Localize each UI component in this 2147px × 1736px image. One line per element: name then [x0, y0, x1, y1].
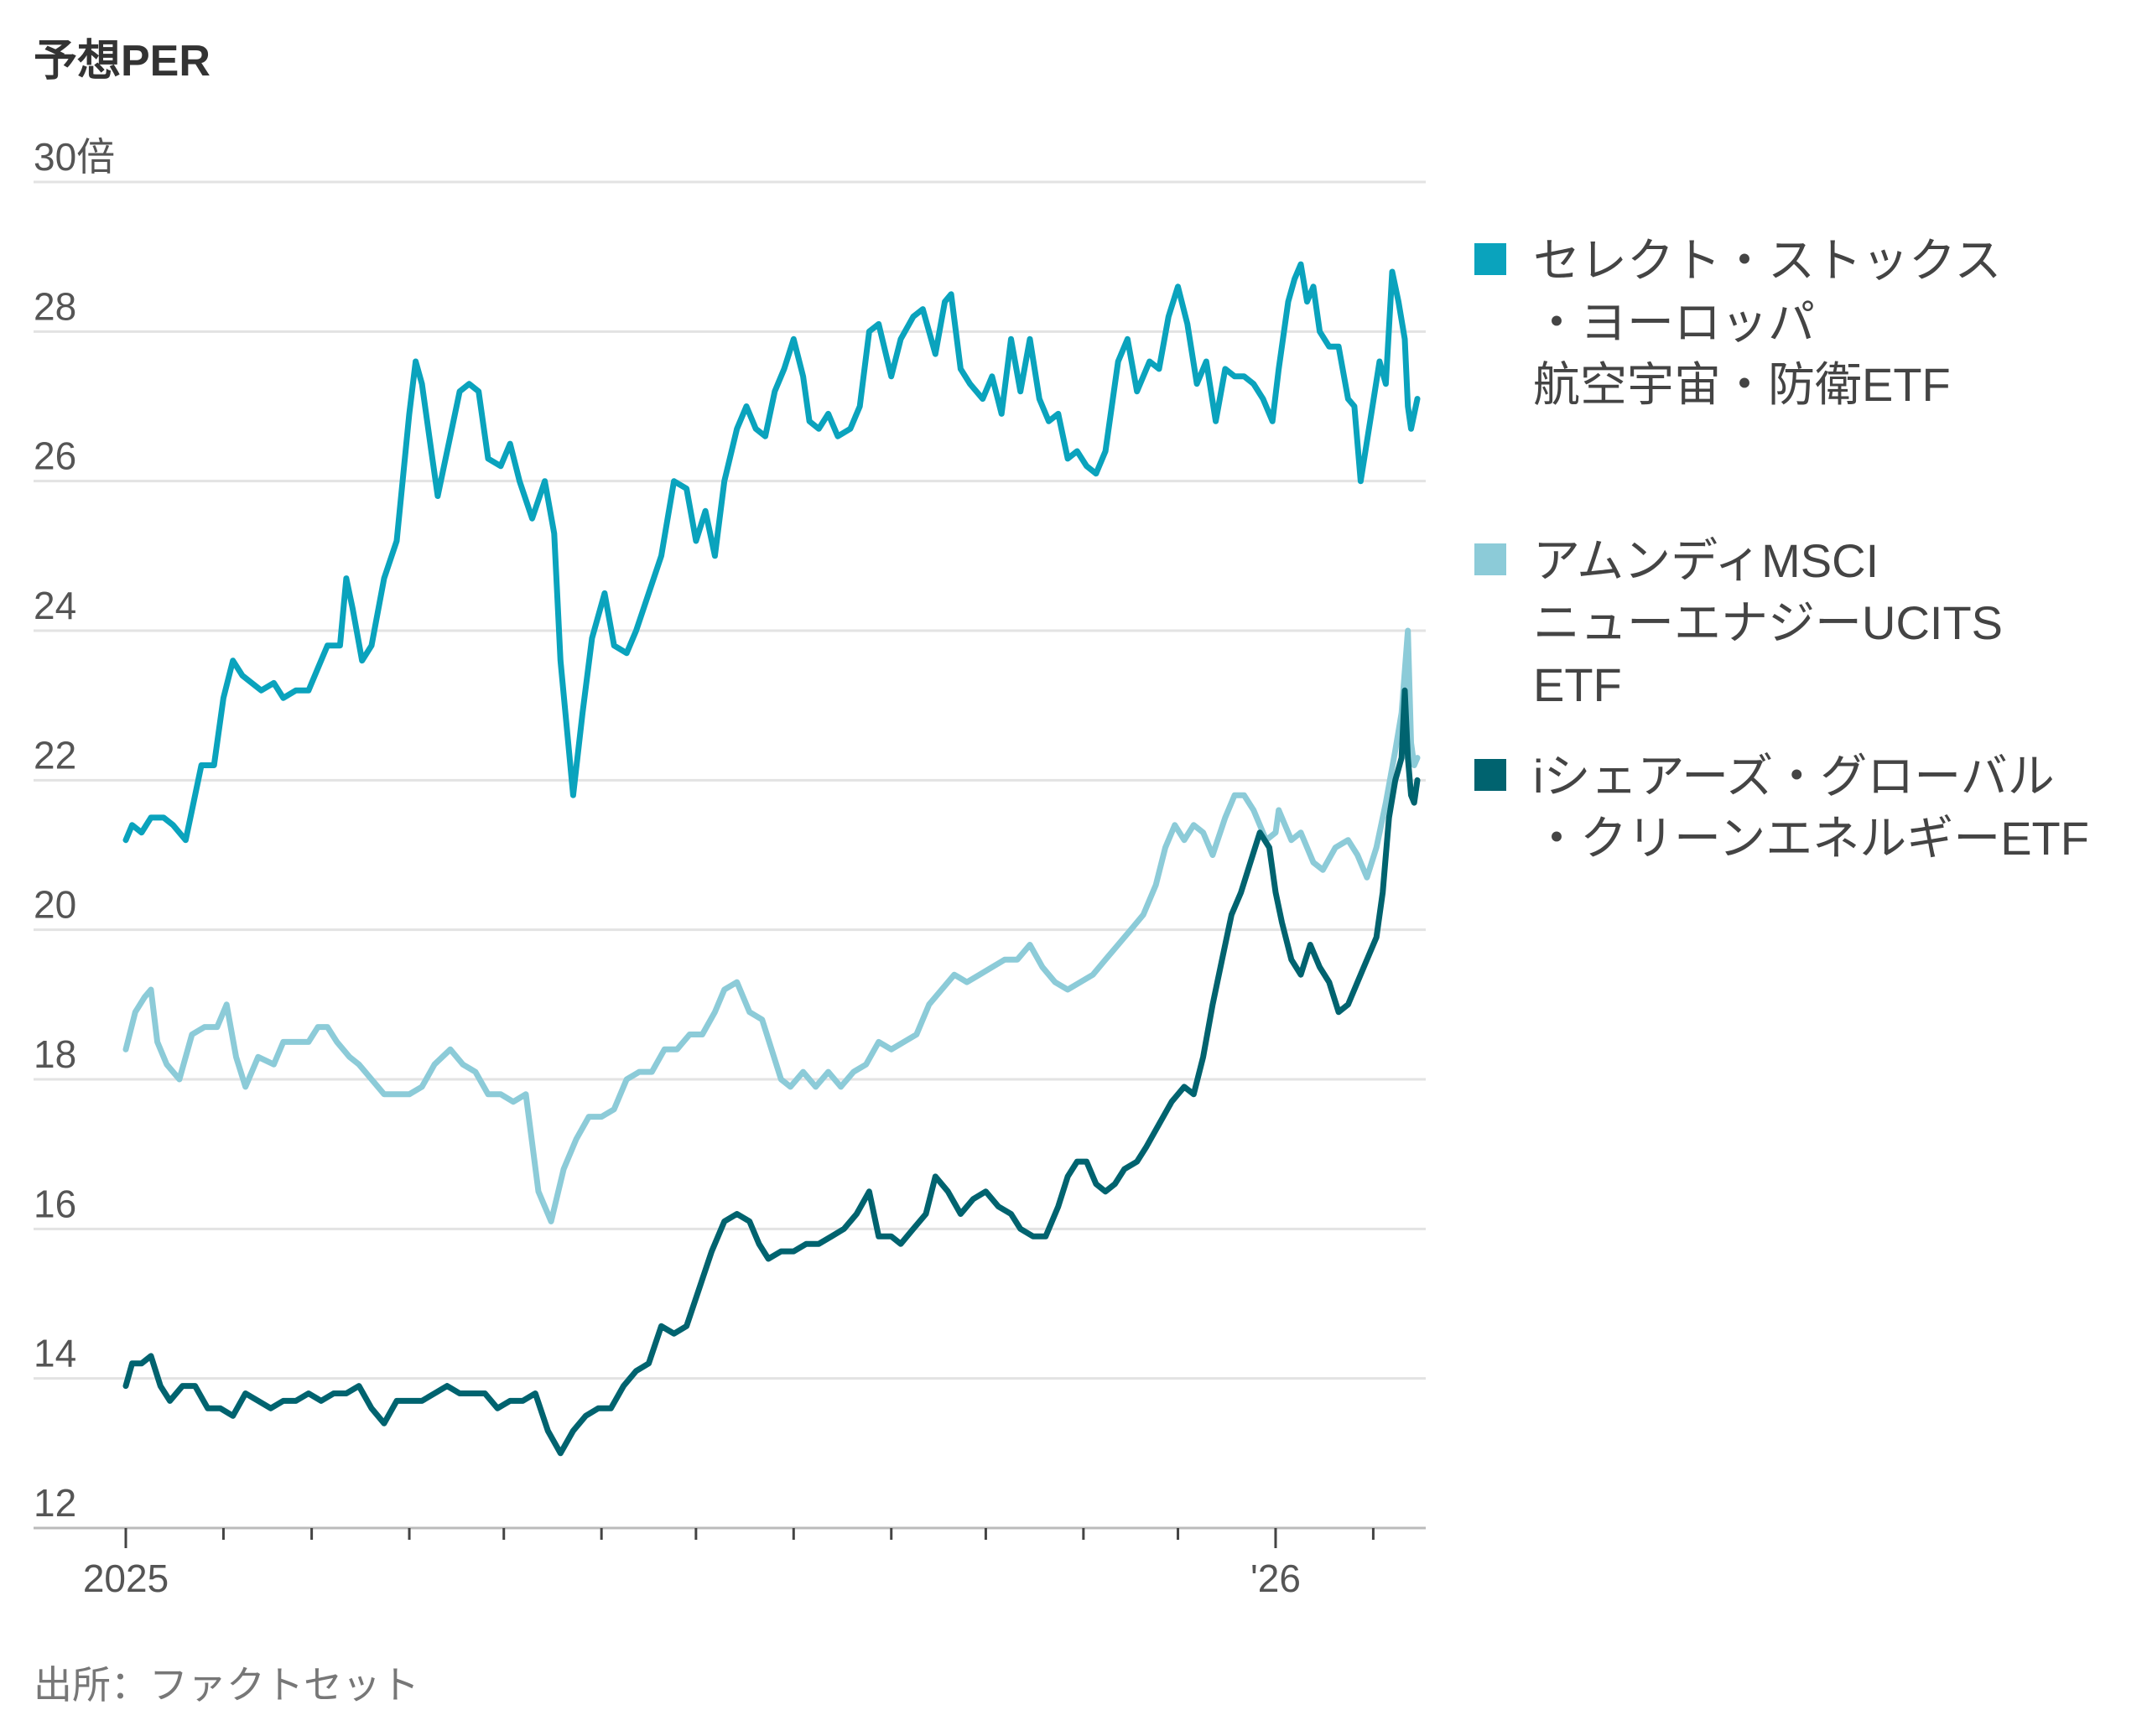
y-tick-label: 22	[34, 733, 76, 777]
legend-label: iシェアーズ・グローバル	[1533, 750, 2055, 803]
y-tick-label: 30倍	[34, 135, 115, 179]
legend-swatch	[1474, 543, 1506, 575]
y-tick-label: 14	[34, 1332, 76, 1375]
legend-label: 航空宇宙・防衛ETF	[1533, 358, 1951, 411]
x-tick-label: '26	[1250, 1557, 1301, 1600]
series-line-3	[122, 687, 1421, 1457]
x-tick-label: 2025	[83, 1557, 169, 1600]
legend-label: アムンディMSCI	[1533, 534, 1879, 587]
legend-swatch	[1474, 759, 1506, 791]
y-tick-label: 18	[34, 1032, 76, 1076]
series-line-2	[122, 627, 1421, 1224]
legend-label: ニューエナジーUCITS	[1533, 596, 2003, 649]
y-tick-label: 24	[34, 584, 76, 627]
legend-label: ・ヨーロッパ	[1533, 296, 1815, 349]
y-tick-label: 28	[34, 284, 76, 328]
y-tick-label: 16	[34, 1182, 76, 1225]
y-tick-label: 12	[34, 1481, 76, 1525]
legend-item-2: アムンディMSCI ニューエナジーUCITS ETF	[1474, 534, 2003, 711]
y-tick-label: 20	[34, 883, 76, 927]
grid-layer	[34, 180, 1426, 1530]
legend-label: ・クリーンエネルギーETF	[1533, 812, 2089, 865]
y-tick-label: 26	[34, 434, 76, 478]
legend-item-3: iシェアーズ・グローバル・クリーンエネルギーETF	[1474, 750, 2089, 865]
chart-title: 予想PER	[34, 37, 211, 86]
legend-label: セレクト・ストックス	[1533, 234, 2001, 287]
legend-swatch	[1474, 243, 1506, 275]
series-layer	[122, 261, 1421, 1457]
source-note: 出所：ファクトセット	[34, 1663, 419, 1707]
legend-label: ETF	[1533, 658, 1622, 711]
x-axis: 2025 '26	[34, 1526, 1426, 1600]
series-line-1	[122, 261, 1421, 844]
y-axis-tick-labels: 30倍 28 26 24 22 20 18 16 14 12	[34, 135, 115, 1525]
